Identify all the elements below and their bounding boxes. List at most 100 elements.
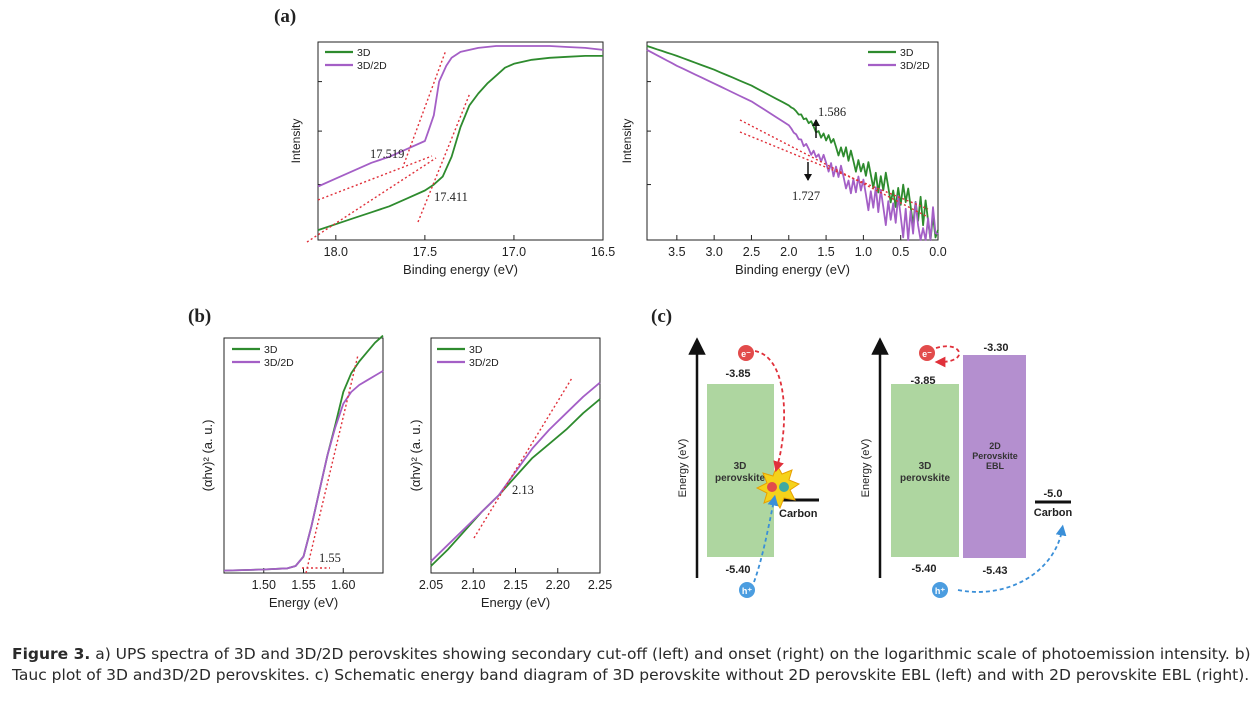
series-line-3d [317,55,603,231]
carbon-label: Carbon [1034,507,1073,519]
ups-onset-chart: 3.5 3.0 2.5 2.0 1.5 1.0 0.5 0.0 Binding energy (… [620,41,947,277]
series-line-3d2d [646,49,939,241]
legend-label: 3D [357,47,371,59]
band-3d-label: 3D perovskite [715,461,765,484]
recombining-hole-icon [779,482,789,492]
band-2d-label: 2D Perovskite EBL [972,441,1018,471]
hole-label: h⁺ [935,586,945,596]
energy-axis-label: Energy (eV) [860,439,872,498]
band-2d-top-value: -3.30 [983,342,1008,354]
band-3d-top-value: -3.85 [910,375,935,387]
x-tick-label: 3.0 [705,245,722,259]
x-tick-label: 2.25 [588,578,612,592]
band-diagram-with-ebl: Energy (eV) -3.85 -5.40 -3.30 -5.43 3D pe… [860,337,1073,598]
x-tick-label: 1.60 [331,578,355,592]
fit-line [473,377,573,539]
series-line-3d2d [223,370,384,572]
recombining-electron-icon [767,482,777,492]
label-line: 3D [734,461,747,472]
y-axis-label: Intensity [289,119,303,164]
band-diagram-without-ebl: Energy (eV) -3.85 -5.40 3D perovskite Car… [677,337,819,598]
panel-label-c: (c) [651,306,672,327]
plot-frame [317,41,604,241]
label-line: 2D [989,441,1001,451]
x-axis-label: Energy (eV) [269,595,338,610]
electron-label: e⁻ [741,349,751,359]
value-annotation: 1.727 [792,189,820,203]
fit-line [417,92,471,223]
series-line-3d [646,45,939,241]
x-tick-label: 2.15 [503,578,527,592]
value-annotation: 17.411 [434,190,468,204]
plot-frame [223,337,384,574]
tauc-plot-left: 1.50 1.55 1.60 Energy (eV) (αhv)² (a. u.) 1.5… [200,334,384,610]
hole-icon [739,582,755,598]
value-annotation: 17.519 [370,147,404,161]
y-axis-label: (αhv)² (a. u.) [408,420,423,492]
hole-icon [932,582,948,598]
x-tick-label: 2.5 [743,245,760,259]
x-axis-label: Binding energy (eV) [735,262,850,277]
legend-label: 3D/2D [357,60,387,72]
figure-caption: Figure 3. a) UPS spectra of 3D and 3D/2D… [12,644,1252,686]
band-3d-bottom-value: -5.40 [725,564,750,576]
electron-path-arrow [754,350,786,473]
x-tick-label: 1.5 [817,245,834,259]
carbon-value: -5.0 [1044,488,1063,500]
panel-label-a: (a) [274,6,296,27]
electron-blocked-arrow [934,345,961,368]
value-annotation: 2.13 [512,483,534,497]
label-line: Perovskite [972,451,1018,461]
x-tick-label: 16.5 [591,245,615,259]
hole-path-arrow [957,524,1067,593]
band-3d-bottom-value: -5.40 [911,563,936,575]
series-line-3d2d [317,45,604,188]
label-line: perovskite [900,473,950,484]
x-tick-label: 0.5 [892,245,909,259]
x-tick-label: 17.5 [413,245,437,259]
carbon-label: Carbon [779,508,818,520]
electron-label: e⁻ [922,349,932,359]
label-line: EBL [986,461,1005,471]
ups-cutoff-chart: 18.0 17.5 17.0 16.5 Binding energy (eV) Inten… [289,41,615,277]
caption-text: a) UPS spectra of 3D and 3D/2D perovskit… [12,645,1251,684]
panel-label-b: (b) [188,306,211,327]
x-tick-label: 0.0 [929,245,946,259]
recombination-burst-icon [755,463,801,510]
x-axis-label: Energy (eV) [481,595,550,610]
x-tick-label: 18.0 [324,245,348,259]
legend-label: 3D [900,47,914,59]
band-2d-perovskite-ebl [963,355,1026,558]
band-3d-perovskite [707,384,774,557]
x-tick-label: 1.55 [291,578,315,592]
value-annotation: 1.586 [818,105,846,119]
plot-frame [646,41,939,241]
electron-icon [919,345,935,361]
y-axis-label: (αhv)² (a. u.) [200,420,215,492]
fit-line [739,119,929,218]
x-tick-label: 2.20 [546,578,570,592]
label-line: 3D [919,461,932,472]
x-tick-label: 2.10 [461,578,485,592]
band-3d-top-value: -3.85 [725,368,750,380]
series-line-3d2d [430,381,601,562]
band-3d-perovskite [891,384,959,557]
caption-label: Figure 3. [12,645,91,663]
legend-label: 3D [469,344,483,356]
x-tick-label: 1.50 [252,578,276,592]
x-tick-label: 1.0 [855,245,872,259]
band-3d-label: 3D perovskite [900,461,950,484]
y-axis-label: Intensity [620,119,634,164]
hole-path-arrow [753,494,779,583]
x-tick-label: 3.5 [668,245,685,259]
label-line: perovskite [715,473,765,484]
fit-line [306,157,437,243]
series-line-3d [430,398,601,567]
figure-3: (a) (b) (c) 18.0 17.5 17.0 16.5 Binding ener… [188,6,1073,610]
fit-line [305,354,359,574]
tauc-plot-right: 2.05 2.10 2.15 2.20 2.25 Energy (eV) (αhv)² (a… [408,337,612,610]
hole-label: h⁺ [742,586,752,596]
legend-label: 3D [264,344,278,356]
fit-line [403,49,447,165]
x-tick-label: 2.0 [780,245,797,259]
